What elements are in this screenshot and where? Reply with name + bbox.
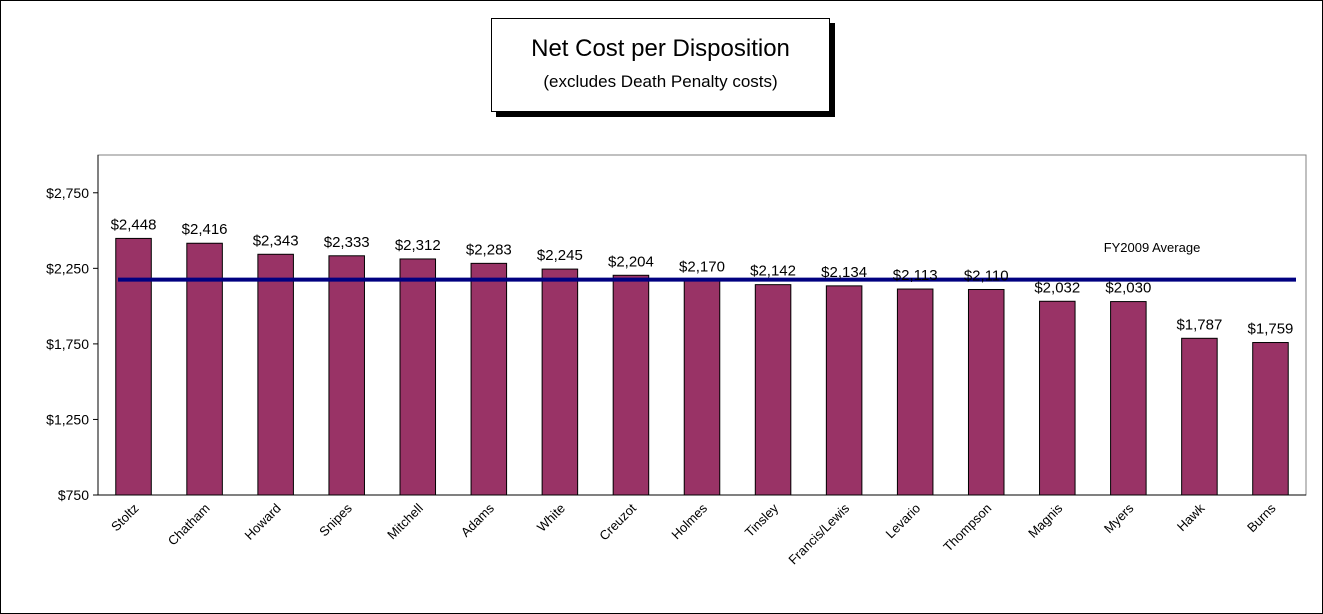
average-line-label: FY2009 Average [1104, 240, 1201, 255]
bar-value-label: $2,110 [964, 267, 1009, 284]
bar-value-label: $2,142 [750, 263, 796, 280]
bar-thompson [967, 288, 1005, 496]
bar-value-label: $2,343 [253, 232, 299, 249]
bar-value-label: $2,283 [466, 241, 512, 258]
y-tick-label: $2,750 [46, 185, 89, 201]
bar-white [541, 268, 579, 496]
y-tick-label: $1,750 [46, 336, 89, 352]
y-tick-label: $750 [58, 487, 89, 503]
bar-burns [1252, 342, 1289, 496]
bar-adams [470, 262, 508, 496]
bar-value-label: $2,030 [1105, 280, 1151, 297]
bar-value-label: $2,416 [182, 221, 228, 238]
bar-holmes [683, 279, 721, 496]
bar-value-label: $2,333 [324, 234, 370, 251]
bar-value-label: $2,134 [821, 264, 867, 281]
chart-title: Net Cost per Disposition [531, 35, 790, 62]
y-axis: $750 $1,250 $1,750 $2,250 $2,750 [46, 155, 1306, 503]
bar-value-label: $1,759 [1248, 321, 1294, 338]
bar-myers [1110, 301, 1147, 496]
bar-tinsley [754, 284, 792, 496]
average-line-group: FY2009 Average [118, 240, 1296, 282]
bar-snipes [328, 255, 365, 496]
bar-value-label: $2,032 [1034, 279, 1080, 296]
chart-title-box: Net Cost per Disposition (excludes Death… [491, 18, 830, 112]
bars [115, 237, 1289, 496]
bar-chatham [186, 242, 223, 496]
bar-hawk [1181, 337, 1218, 496]
y-tick-label: $1,250 [46, 411, 89, 427]
y-tick-label: $2,250 [46, 260, 89, 276]
bar-value-label: $2,113 [893, 267, 938, 284]
bar-howard [257, 253, 294, 496]
bar-value-label: $2,170 [679, 258, 725, 275]
bar-value-label: $1,787 [1176, 316, 1222, 333]
bar-francis-lewis [825, 285, 863, 496]
bar-value-label: $2,204 [608, 253, 654, 270]
chart-subtitle: (excludes Death Penalty costs) [543, 72, 778, 91]
bar-value-label: $2,448 [111, 216, 157, 233]
bar-stoltz [115, 237, 152, 496]
bar-magnis [1039, 300, 1076, 496]
bar-levario [896, 288, 934, 496]
value-labels: $2,448 $2,416 $2,343 $2,333 $2,312 $2,283 $2,2… [111, 216, 1294, 337]
bar-creuzot [612, 274, 650, 496]
bar-value-label: $2,312 [395, 237, 441, 254]
bar-mitchell [399, 258, 437, 496]
bar-value-label: $2,245 [537, 247, 583, 264]
